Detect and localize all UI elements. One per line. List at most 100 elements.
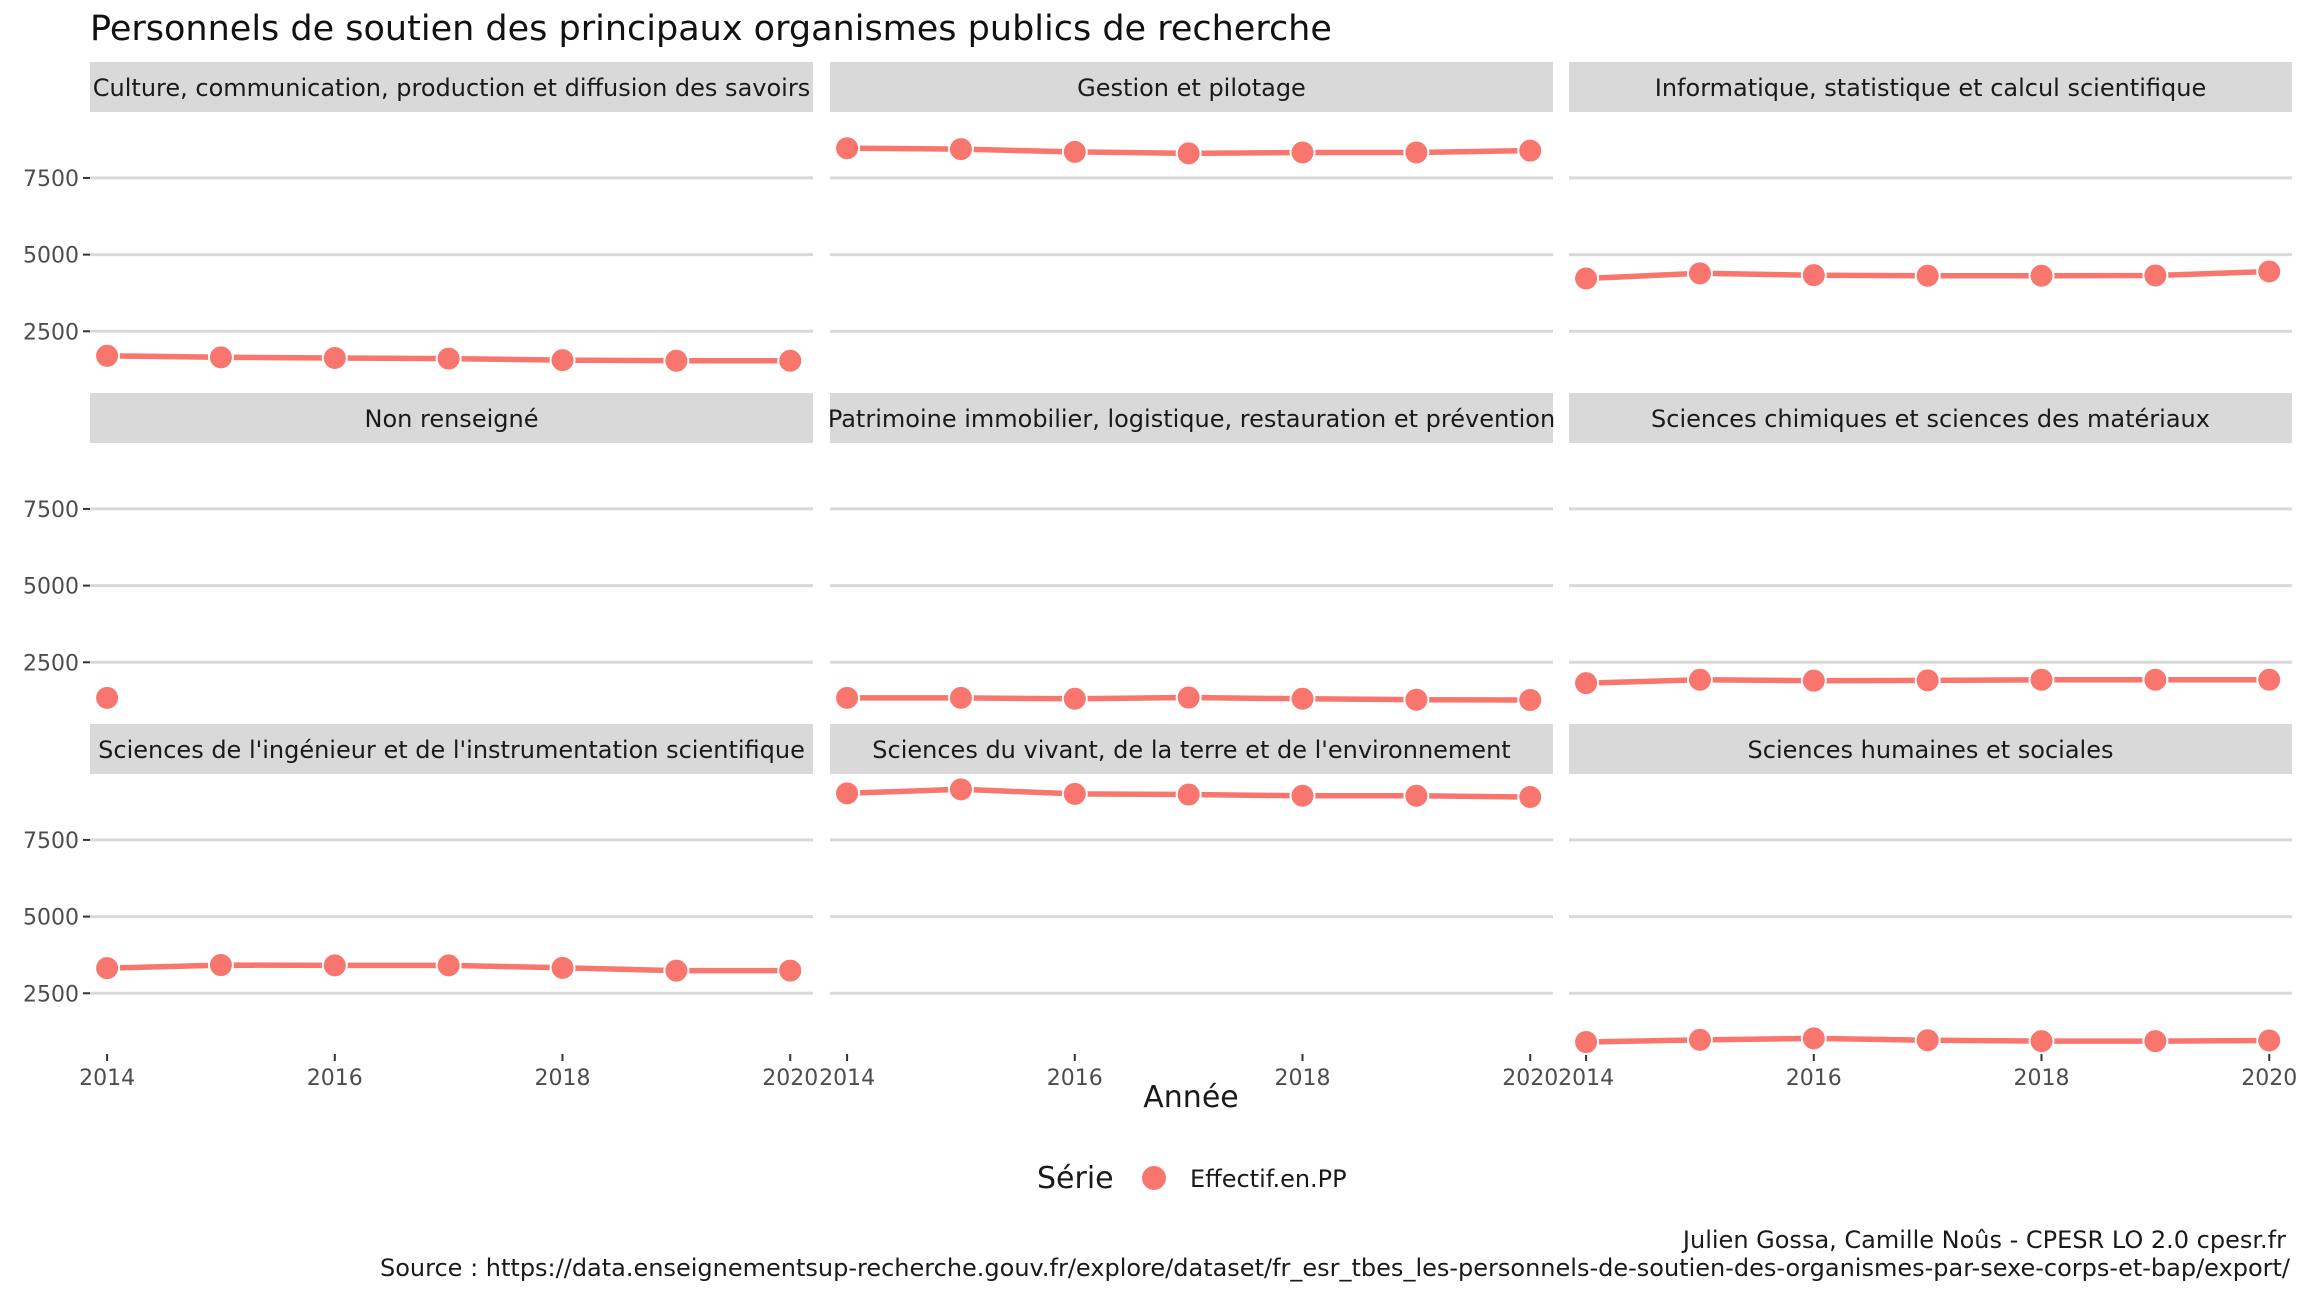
data-point (663, 347, 690, 374)
facet-strip (1569, 393, 2292, 443)
x-tick-label: 2016 (1786, 1066, 1842, 1091)
x-tick-label: 2020 (762, 1066, 818, 1091)
data-point (1914, 667, 1941, 694)
data-point (1289, 685, 1316, 712)
facet-panel: Culture, communication, production et di… (23, 62, 813, 374)
x-tick-label: 2020 (2241, 1066, 2297, 1091)
x-tick-label: 2014 (819, 1066, 875, 1091)
facet-strip (1569, 724, 2292, 774)
data-point (435, 952, 462, 979)
data-point (947, 684, 974, 711)
legend-label: Effectif.en.PP (1190, 1165, 1347, 1193)
data-point (2028, 262, 2055, 289)
x-tick-label: 2018 (535, 1066, 591, 1091)
facet-panel: Patrimoine immobilier, logistique, resta… (828, 393, 1555, 713)
facet-strip-label: Gestion et pilotage (1077, 74, 1306, 102)
data-point (435, 345, 462, 372)
data-point (947, 776, 974, 803)
data-point (1403, 139, 1430, 166)
data-point (1686, 1026, 1713, 1053)
x-tick-label: 2016 (1047, 1066, 1103, 1091)
data-point (2142, 262, 2169, 289)
data-point (94, 684, 121, 711)
data-point (207, 952, 234, 979)
caption-source: Source : https://data.enseignementsup-re… (380, 1254, 2291, 1282)
facet-panel: Sciences du vivant, de la terre et de l'… (819, 724, 1558, 1091)
facet-strip (830, 724, 1553, 774)
y-tick-label: 7500 (23, 498, 79, 523)
data-point (834, 135, 861, 162)
facet-panel: Informatique, statistique et calcul scie… (1569, 62, 2292, 333)
facet-strip-label: Non renseigné (365, 405, 539, 433)
y-tick-label: 5000 (23, 575, 79, 600)
data-point (947, 136, 974, 163)
data-point (2028, 666, 2055, 693)
data-point (1800, 262, 1827, 289)
data-point (2256, 666, 2283, 693)
facet-strip (830, 393, 1553, 443)
chart-title: Personnels de soutien des principaux org… (90, 9, 1332, 49)
facet-strip-label: Patrimoine immobilier, logistique, resta… (828, 405, 1555, 433)
data-point (2142, 1028, 2169, 1055)
y-tick-label: 7500 (23, 167, 79, 192)
legend-key-point (1142, 1166, 1166, 1190)
data-point (1289, 782, 1316, 809)
data-point (1517, 137, 1544, 164)
data-point (1517, 784, 1544, 811)
facet-strip (90, 62, 813, 112)
data-point (94, 342, 121, 369)
y-tick-label: 5000 (23, 244, 79, 269)
x-tick-label: 2014 (1558, 1066, 1614, 1091)
data-point (321, 952, 348, 979)
data-point (2142, 666, 2169, 693)
data-point (321, 344, 348, 371)
data-point (1800, 667, 1827, 694)
data-point (1800, 1025, 1827, 1052)
facet-strip-label: Sciences de l'ingénieur et de l'instrume… (98, 736, 805, 764)
data-point (1517, 686, 1544, 713)
data-point (549, 347, 576, 374)
facet-panel: Sciences humaines et sociales 2014 2016 201… (1558, 724, 2297, 1091)
data-point (1573, 1029, 1600, 1056)
facet-panel: Gestion et pilotage (830, 62, 1553, 333)
data-point (1061, 780, 1088, 807)
facet-panel: Non renseigné 2500 5000 7500 (23, 393, 813, 711)
data-point (777, 957, 804, 984)
data-point (1403, 686, 1430, 713)
facet-strip-label: Informatique, statistique et calcul scie… (1655, 74, 2206, 102)
data-point (1175, 140, 1202, 167)
data-point (1573, 265, 1600, 292)
x-tick-label: 2014 (79, 1066, 135, 1091)
y-tick-label: 2500 (23, 320, 79, 345)
facet-strip-label: Sciences du vivant, de la terre et de l'… (872, 736, 1510, 764)
data-point (1061, 138, 1088, 165)
data-point (2256, 258, 2283, 285)
facet-strip (1569, 62, 2292, 112)
data-point (2028, 1028, 2055, 1055)
y-tick-label: 2500 (23, 651, 79, 676)
data-point (1403, 782, 1430, 809)
facet-strip-label: Sciences humaines et sociales (1748, 736, 2114, 764)
data-point (834, 780, 861, 807)
facet-strip (90, 393, 813, 443)
x-tick-label: 2018 (1275, 1066, 1331, 1091)
x-axis-title: Année (1143, 1080, 1238, 1115)
facet-strip-label: Sciences chimiques et sciences des matér… (1651, 405, 2210, 433)
x-tick-label: 2020 (1502, 1066, 1558, 1091)
data-point (1061, 685, 1088, 712)
facet-strip (90, 724, 813, 774)
data-point (549, 954, 576, 981)
data-point (1914, 262, 1941, 289)
legend: Série Effectif.en.PP (1037, 1161, 1347, 1196)
facet-strip (830, 62, 1553, 112)
data-point (777, 347, 804, 374)
facet-panel: Sciences chimiques et sciences des matér… (1569, 393, 2292, 697)
data-point (1175, 684, 1202, 711)
data-point (1573, 670, 1600, 697)
data-point (1175, 781, 1202, 808)
data-point (1686, 666, 1713, 693)
facet-panel: Sciences de l'ingénieur et de l'instrume… (23, 724, 818, 1091)
data-point (94, 955, 121, 982)
y-tick-label: 5000 (23, 906, 79, 931)
